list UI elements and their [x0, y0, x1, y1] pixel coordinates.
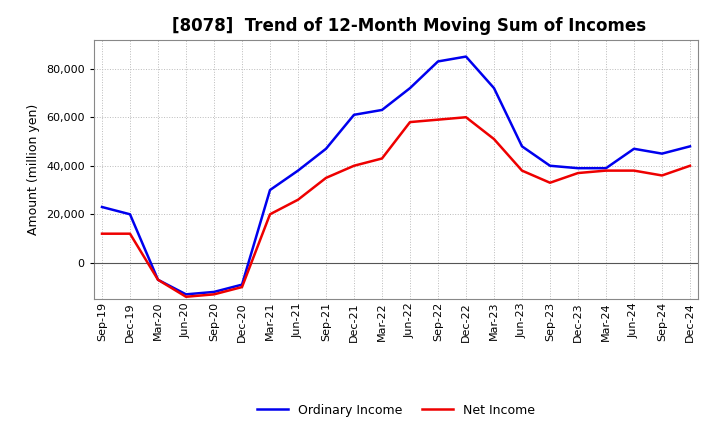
Ordinary Income: [126, 212, 135, 217]
Net Income: [350, 163, 359, 169]
Net Income: [574, 170, 582, 176]
Ordinary Income: [378, 107, 387, 113]
Ordinary Income: [546, 163, 554, 169]
Ordinary Income: [657, 151, 666, 156]
Text: [8078]  Trend of 12-Month Moving Sum of Incomes: [8078] Trend of 12-Month Moving Sum of I…: [172, 17, 647, 35]
Line: Ordinary Income: Ordinary Income: [102, 57, 690, 294]
Net Income: [210, 292, 218, 297]
Ordinary Income: [266, 187, 274, 193]
Net Income: [378, 156, 387, 161]
Net Income: [602, 168, 611, 173]
Ordinary Income: [350, 112, 359, 117]
Net Income: [266, 212, 274, 217]
Net Income: [657, 173, 666, 178]
Ordinary Income: [433, 59, 442, 64]
Net Income: [153, 277, 162, 282]
Net Income: [405, 119, 414, 125]
Net Income: [462, 114, 470, 120]
Ordinary Income: [210, 289, 218, 294]
Ordinary Income: [490, 85, 498, 91]
Net Income: [630, 168, 639, 173]
Ordinary Income: [630, 146, 639, 151]
Net Income: [433, 117, 442, 122]
Net Income: [322, 175, 330, 180]
Ordinary Income: [181, 292, 190, 297]
Net Income: [685, 163, 694, 169]
Ordinary Income: [238, 282, 246, 287]
Ordinary Income: [462, 54, 470, 59]
Ordinary Income: [518, 144, 526, 149]
Net Income: [546, 180, 554, 185]
Ordinary Income: [685, 144, 694, 149]
Net Income: [490, 136, 498, 142]
Net Income: [294, 197, 302, 202]
Ordinary Income: [574, 165, 582, 171]
Ordinary Income: [405, 85, 414, 91]
Legend: Ordinary Income, Net Income: Ordinary Income, Net Income: [257, 404, 535, 417]
Net Income: [518, 168, 526, 173]
Net Income: [98, 231, 107, 236]
Net Income: [126, 231, 135, 236]
Y-axis label: Amount (million yen): Amount (million yen): [27, 104, 40, 235]
Net Income: [238, 284, 246, 290]
Ordinary Income: [294, 168, 302, 173]
Line: Net Income: Net Income: [102, 117, 690, 297]
Net Income: [181, 294, 190, 299]
Ordinary Income: [602, 165, 611, 171]
Ordinary Income: [98, 204, 107, 209]
Ordinary Income: [322, 146, 330, 151]
Ordinary Income: [153, 277, 162, 282]
